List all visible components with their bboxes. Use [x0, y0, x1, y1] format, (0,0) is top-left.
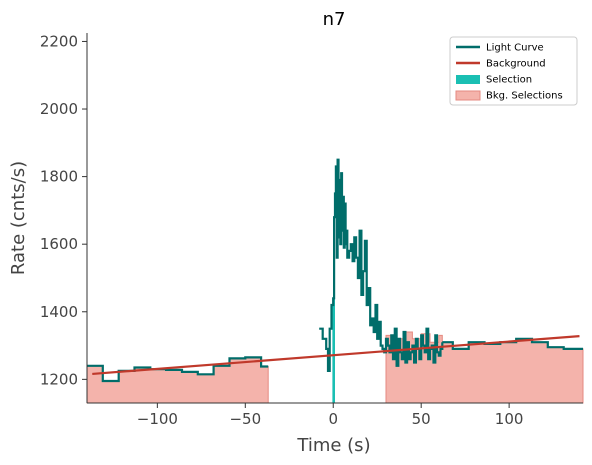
legend: Light Curve Background Selection Bkg. Selec… [449, 36, 578, 106]
x-tick-label: −100 [137, 410, 178, 428]
x-tick-label: −50 [229, 410, 261, 428]
legend-label-bkg-selections: Bkg. Selections [486, 91, 563, 102]
chart-title: n7 [323, 9, 346, 30]
y-tick-label: 1400 [40, 303, 78, 321]
x-axis-label: Time (s) [296, 435, 370, 456]
legend-label-selection: Selection [486, 75, 532, 86]
y-tick-label: 2000 [40, 100, 78, 118]
legend-swatch-bkg-selections [455, 90, 481, 101]
legend-swatch-selection [456, 75, 480, 84]
y-tick-label: 1800 [40, 168, 78, 186]
y-tick-label: 1600 [40, 235, 78, 253]
y-tick-label: 2200 [40, 32, 78, 50]
light-curve-segment-2 [319, 158, 444, 372]
y-tick-label: 1200 [40, 370, 78, 388]
x-tick-label: 0 [328, 410, 338, 428]
x-tick-label: 100 [495, 410, 524, 428]
background-line [92, 334, 580, 376]
legend-label-light-curve: Light Curve [486, 43, 544, 54]
legend-frame [449, 36, 578, 106]
x-tick-label: 50 [412, 410, 431, 428]
y-axis-label: Rate (cnts/s) [8, 161, 29, 275]
source-selection [332, 298, 335, 403]
legend-label-background: Background [486, 59, 546, 70]
